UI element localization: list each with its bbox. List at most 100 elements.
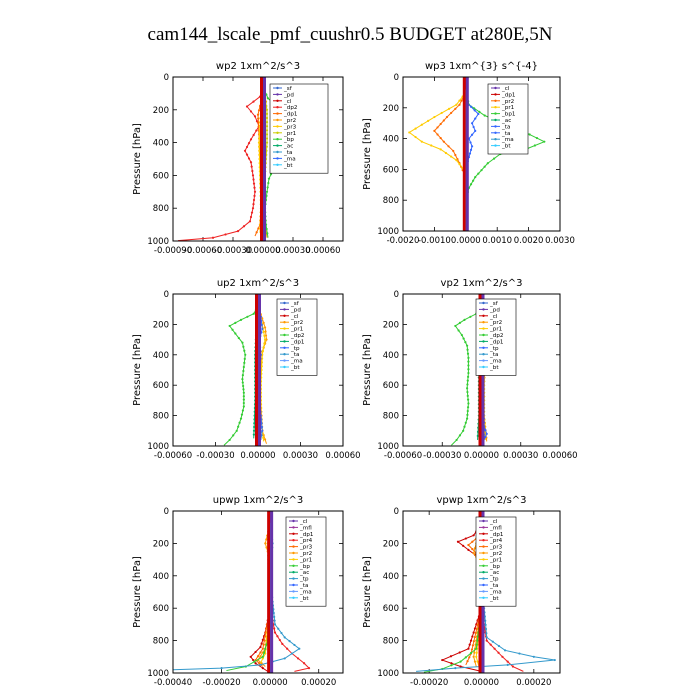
x-tick-label: -0.00030: [196, 451, 234, 461]
data-point: [220, 667, 223, 670]
data-point: [471, 547, 474, 551]
legend-marker: [276, 93, 279, 96]
data-point: [273, 623, 277, 626]
y-tick-label: 200: [153, 539, 169, 549]
legend-marker: [283, 359, 286, 362]
data-point: [433, 129, 436, 132]
legend-label: _bp: [283, 137, 294, 143]
data-point: [457, 329, 460, 332]
data-point: [483, 165, 486, 168]
y-tick-label: 800: [153, 204, 169, 214]
data-point: [263, 438, 267, 441]
data-point: [469, 141, 472, 144]
data-point: [242, 369, 245, 373]
y-tick-label: 400: [383, 351, 399, 361]
legend-label: _pr2: [501, 99, 514, 105]
legend-marker: [292, 532, 295, 535]
data-point: [249, 655, 252, 658]
data-point: [475, 655, 478, 658]
data-point: [439, 148, 442, 151]
legend-marker: [292, 551, 295, 555]
data-point: [459, 665, 462, 668]
legend-marker: [292, 577, 295, 580]
data-point: [264, 542, 267, 545]
data-point: [237, 336, 240, 340]
data-point: [472, 631, 475, 634]
legend-label: _cl: [299, 519, 308, 525]
data-point: [263, 342, 266, 345]
data-point: [228, 324, 231, 328]
data-point: [247, 142, 251, 145]
data-point: [433, 115, 436, 119]
data-point: [477, 112, 480, 116]
data-point: [454, 324, 457, 328]
data-point: [240, 413, 244, 416]
data-point: [467, 543, 470, 547]
data-point: [273, 631, 277, 634]
panel-title: wp3 1xm^{3} s^{-4}: [425, 61, 538, 72]
legend-label: _tp: [489, 346, 499, 352]
legend-marker: [494, 144, 497, 147]
data-point: [463, 425, 466, 428]
legend: _cl_mfl_dp1_pr4_pr3_pr2_pr1_bp_ac_tp_ta_…: [285, 516, 327, 607]
data-point: [249, 215, 253, 219]
data-point: [414, 135, 417, 139]
data-point: [243, 357, 246, 360]
x-tick-label: -0.00090: [154, 246, 192, 256]
data-point: [470, 648, 474, 651]
data-point: [466, 413, 469, 416]
legend-label: _bt: [283, 163, 293, 169]
legend-box: [487, 83, 529, 155]
legend-label: _ac: [489, 570, 499, 576]
data-point: [464, 537, 467, 540]
legend: _sf_pd_cl_dp2_dp1_pr2_pr3_pr1_bp_ac_ta_m…: [269, 83, 329, 174]
data-point: [249, 110, 253, 113]
legend-marker: [482, 353, 485, 356]
legend-marker: [276, 150, 279, 154]
data-point: [470, 133, 474, 136]
legend-label: _sf: [290, 301, 300, 307]
data-point: [458, 163, 461, 166]
data-point: [492, 157, 496, 160]
legend-marker: [292, 519, 295, 523]
legend-marker: [276, 131, 279, 134]
data-point: [462, 337, 465, 340]
data-point: [234, 332, 237, 335]
data-point: [458, 103, 461, 106]
data-point: [245, 105, 249, 108]
legend-label: _pr3: [489, 545, 503, 551]
legend-marker: [283, 346, 286, 349]
data-point: [252, 658, 255, 662]
data-point: [265, 116, 269, 120]
data-point: [258, 137, 261, 140]
data-point: [462, 544, 465, 547]
series-group: [173, 511, 311, 673]
legend-label: _ta: [489, 583, 498, 589]
data-point: [252, 100, 255, 103]
legend-marker: [482, 577, 485, 580]
data-point: [447, 145, 450, 148]
data-point: [253, 190, 257, 193]
data-point: [255, 129, 258, 132]
y-tick-label: 800: [153, 412, 169, 422]
data-point: [241, 409, 244, 412]
data-point: [260, 357, 264, 360]
data-point: [484, 627, 488, 631]
data-point: [467, 356, 470, 359]
data-point: [242, 405, 245, 408]
data-point: [455, 103, 458, 106]
data-point: [450, 664, 453, 667]
legend-marker: [292, 564, 295, 567]
data-point: [501, 655, 504, 658]
data-point: [467, 647, 470, 650]
data-point: [430, 144, 433, 147]
legend-label: _bp1: [501, 112, 516, 118]
data-point: [464, 421, 467, 424]
legend-marker: [482, 365, 485, 369]
data-point: [247, 157, 251, 160]
data-point: [258, 662, 261, 665]
legend-label: _tp: [290, 346, 300, 352]
legend-label: _cl: [290, 314, 299, 320]
data-point: [476, 639, 479, 642]
legend-label: _mfl: [299, 525, 312, 531]
